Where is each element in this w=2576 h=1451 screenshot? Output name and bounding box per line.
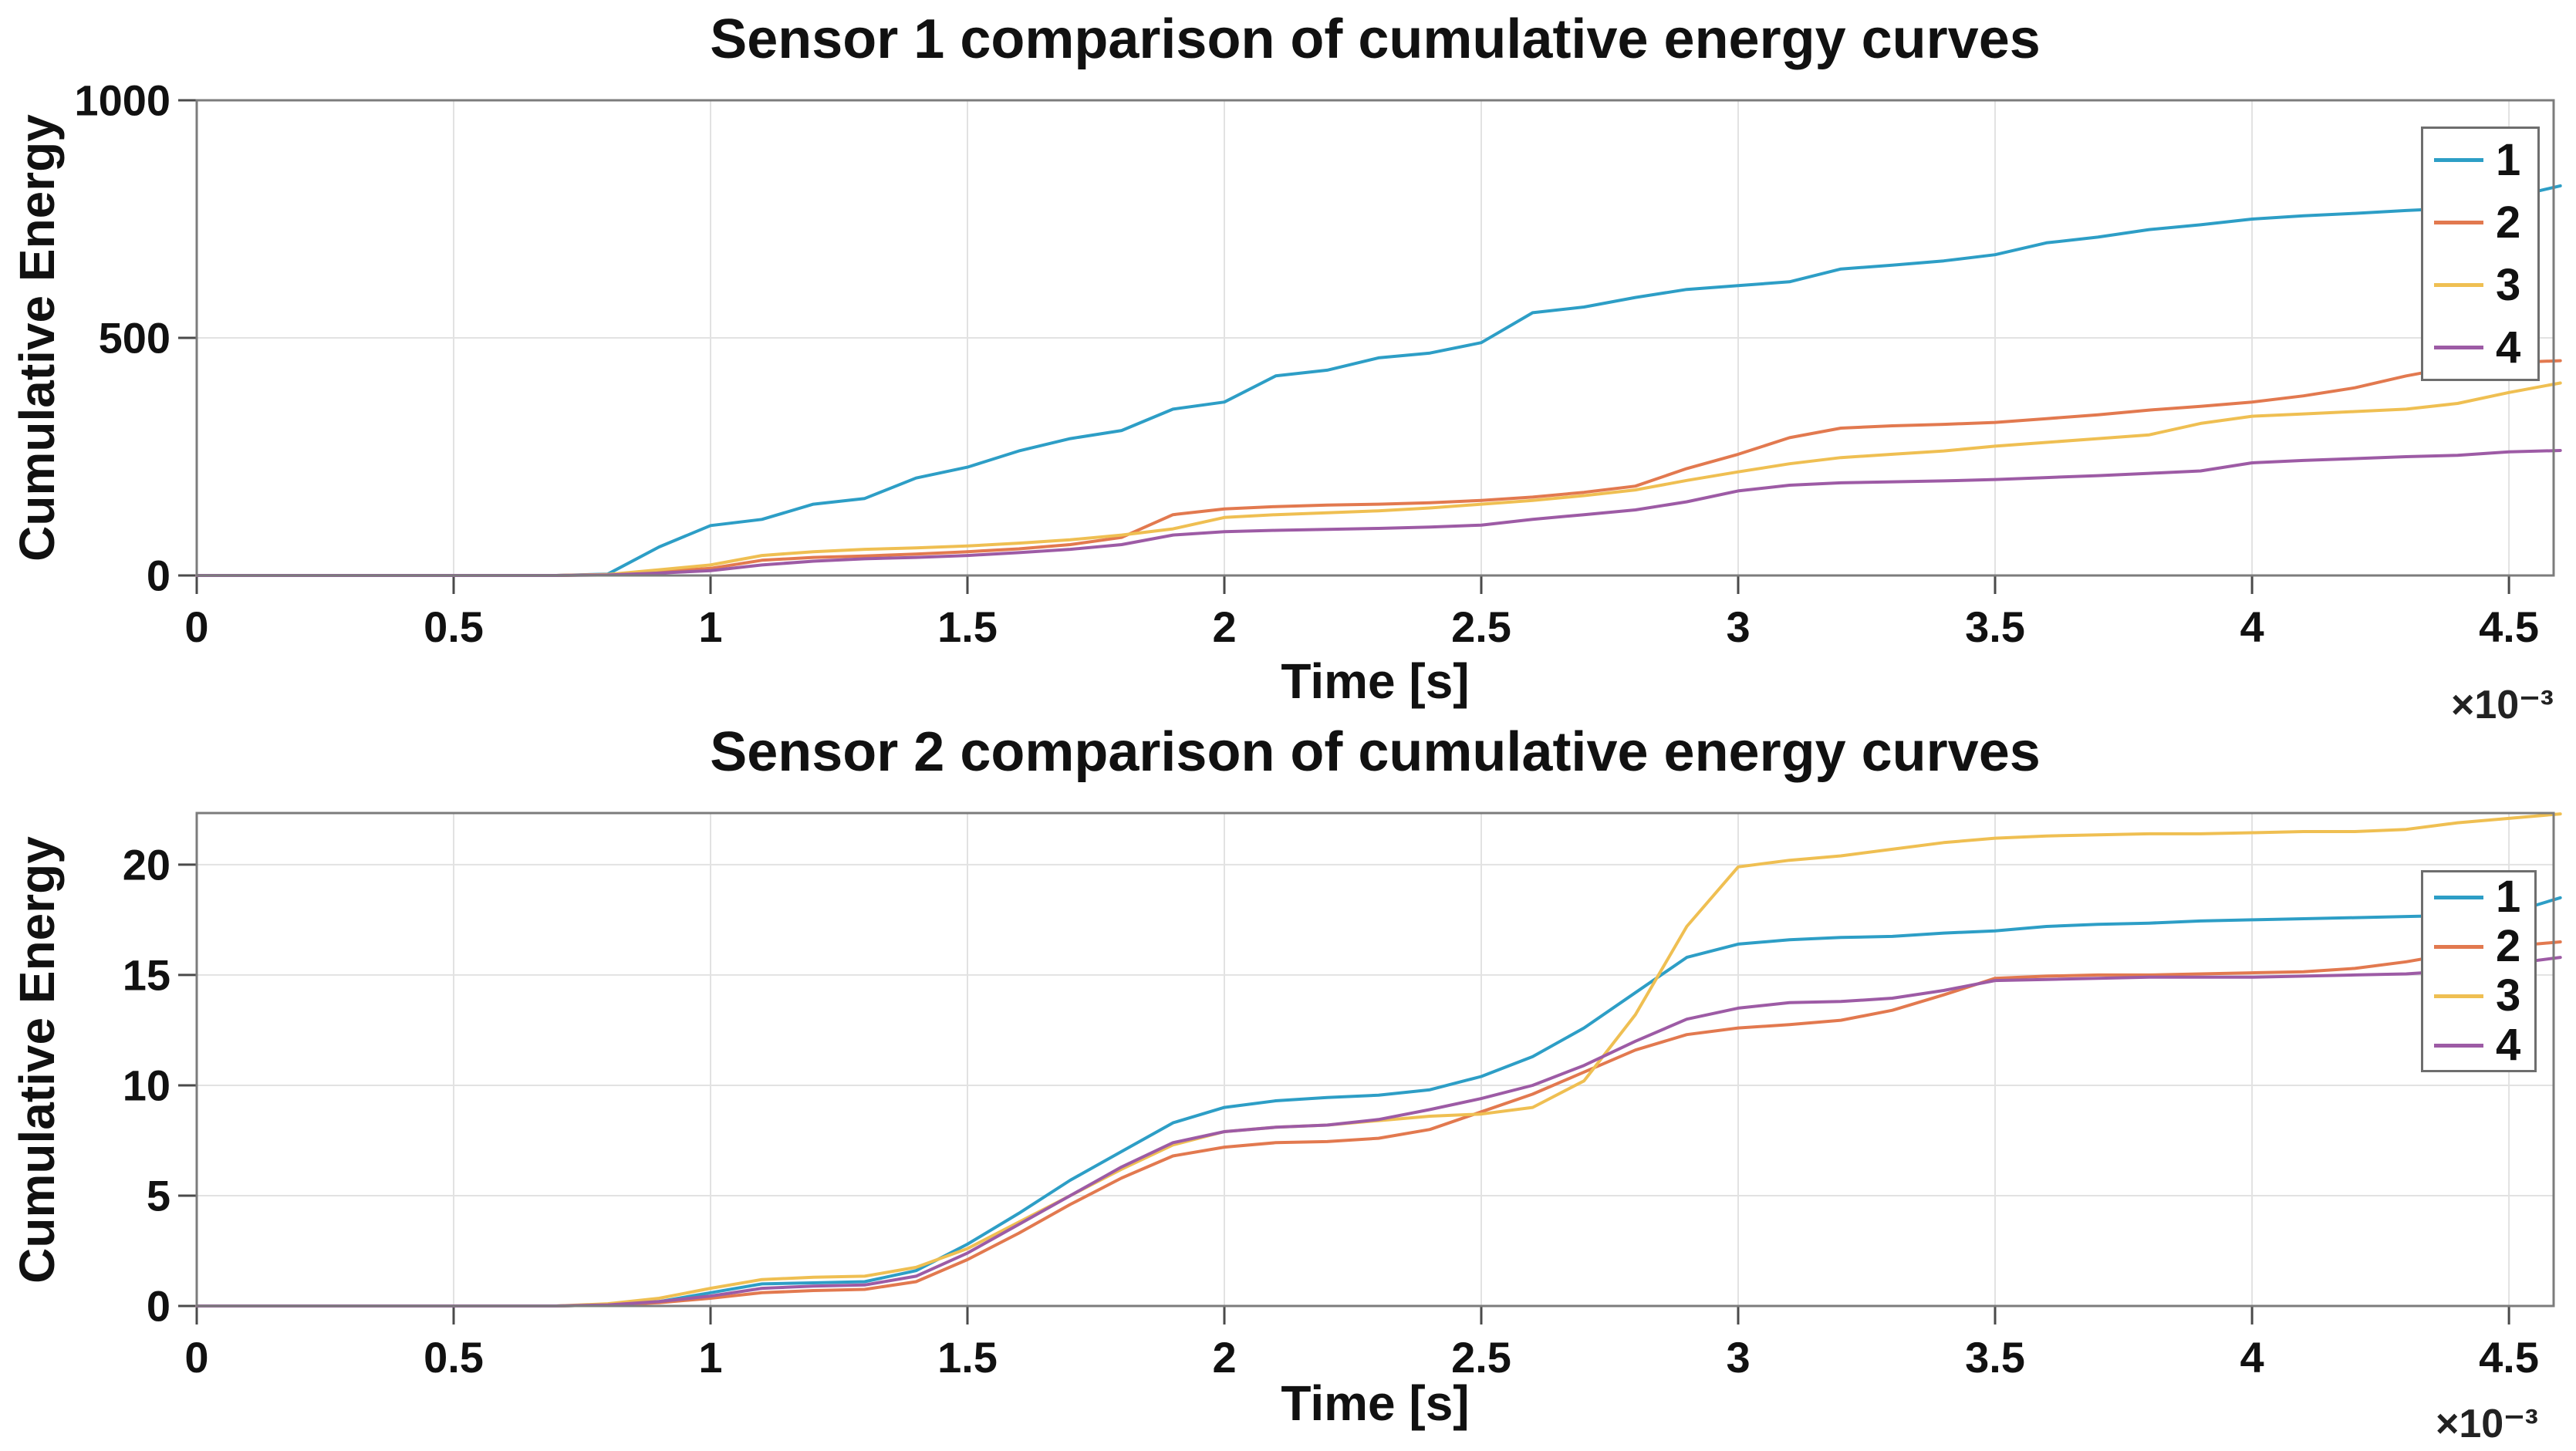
y-tick-label: 10 bbox=[122, 1061, 170, 1110]
x-tick-label: 2 bbox=[1212, 602, 1237, 651]
series-1-line bbox=[195, 184, 2562, 577]
sensor2-xlabel: Time [s] bbox=[1281, 1375, 1470, 1431]
x-tick-label: 4.5 bbox=[2479, 602, 2539, 651]
legend-item-1: 1 bbox=[2423, 875, 2534, 920]
legend-line-swatch bbox=[2434, 346, 2483, 349]
y-tick-label: 15 bbox=[122, 950, 170, 1000]
legend-item-2: 2 bbox=[2423, 197, 2537, 248]
sensor1-chart bbox=[178, 99, 2562, 594]
legend-item-2: 2 bbox=[2423, 924, 2534, 969]
legend-label: 1 bbox=[2496, 134, 2521, 185]
legend-line-swatch bbox=[2434, 895, 2483, 899]
x-tick-label: 2 bbox=[1212, 1333, 1237, 1382]
legend-label: 1 bbox=[2496, 872, 2521, 922]
x-tick-label: 0.5 bbox=[424, 602, 484, 651]
legend-line-swatch bbox=[2434, 283, 2483, 287]
series-3-line bbox=[195, 381, 2562, 577]
sensor2-chart bbox=[178, 812, 2562, 1324]
sensor1-title: Sensor 1 comparison of cumulative energy… bbox=[710, 8, 2041, 70]
legend-item-4: 4 bbox=[2423, 322, 2537, 373]
x-tick-label: 3 bbox=[1726, 1333, 1751, 1382]
x-tick-label: 2.5 bbox=[1451, 1333, 1511, 1382]
legend-label: 4 bbox=[2496, 1020, 2521, 1070]
sensor1-xlabel: Time [s] bbox=[1281, 653, 1470, 709]
sensor1-plot-area: 0 0.5 1 1.5 2 2.5 3 3.5 4 4.5 0 500 1000 bbox=[74, 76, 2562, 651]
x-tick-label: 4 bbox=[2240, 1333, 2264, 1382]
legend-item-3: 3 bbox=[2423, 259, 2537, 310]
x-tick-label: 4.5 bbox=[2479, 1333, 2539, 1382]
sensor2-ylabel: Cumulative Energy bbox=[9, 836, 65, 1284]
x-tick-label: 4 bbox=[2240, 602, 2264, 651]
legend-label: 3 bbox=[2496, 259, 2521, 310]
sensor1-ylabel: Cumulative Energy bbox=[9, 114, 65, 562]
y-tick-label: 20 bbox=[122, 840, 170, 889]
legend-line-swatch bbox=[2434, 1043, 2483, 1048]
legend-item-4: 4 bbox=[2423, 1023, 2534, 1068]
y-tick-label: 0 bbox=[146, 551, 170, 600]
series-2-line bbox=[195, 359, 2562, 577]
legend-line-swatch bbox=[2434, 944, 2483, 949]
sensor1-legend: 1 2 3 4 bbox=[2421, 127, 2540, 381]
legend-item-3: 3 bbox=[2423, 974, 2534, 1018]
legend-label: 4 bbox=[2496, 322, 2521, 373]
x-tick-label: 1 bbox=[698, 602, 723, 651]
x-tick-label: 3.5 bbox=[1965, 1333, 2025, 1382]
x-tick-label: 0 bbox=[184, 602, 209, 651]
series-1-line bbox=[195, 896, 2562, 1308]
x-tick-label: 3.5 bbox=[1965, 602, 2025, 651]
y-tick-label: 1000 bbox=[74, 76, 170, 125]
series-4-line bbox=[195, 449, 2562, 577]
x-tick-label: 3 bbox=[1726, 602, 1751, 651]
y-tick-label: 0 bbox=[146, 1281, 170, 1331]
legend-line-swatch bbox=[2434, 221, 2483, 224]
sensor2-plot-area: 0 0.5 1 1.5 2 2.5 3 3.5 4 4.5 0 5 10 15 20 bbox=[123, 812, 2562, 1382]
legend-item-1: 1 bbox=[2423, 134, 2537, 185]
series-2-line bbox=[195, 940, 2562, 1308]
x-tick-label: 2.5 bbox=[1451, 602, 1511, 651]
sensor2-title: Sensor 2 comparison of cumulative energy… bbox=[710, 721, 2041, 783]
x-tick-label: 0 bbox=[184, 1333, 209, 1382]
series-4-line bbox=[195, 956, 2562, 1308]
sensor1-x-multiplier: ×10⁻³ bbox=[2451, 683, 2554, 727]
x-tick-label: 1.5 bbox=[937, 1333, 998, 1382]
x-tick-label: 1 bbox=[698, 1333, 723, 1382]
legend-label: 2 bbox=[2496, 197, 2521, 248]
sensor2-x-multiplier: ×10⁻³ bbox=[2436, 1402, 2538, 1446]
y-tick-label: 5 bbox=[146, 1171, 170, 1220]
y-tick-label: 500 bbox=[98, 313, 170, 363]
legend-line-swatch bbox=[2434, 158, 2483, 162]
series-3-line bbox=[195, 812, 2562, 1308]
legend-line-swatch bbox=[2434, 994, 2483, 998]
legend-label: 3 bbox=[2496, 970, 2521, 1021]
legend-label: 2 bbox=[2496, 921, 2521, 971]
x-tick-label: 0.5 bbox=[424, 1333, 484, 1382]
x-tick-label: 1.5 bbox=[937, 602, 998, 651]
